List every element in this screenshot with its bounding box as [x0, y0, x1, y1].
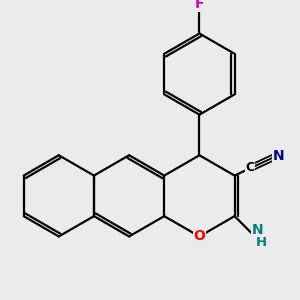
Text: O: O: [194, 230, 205, 243]
Text: F: F: [195, 0, 204, 11]
Text: H: H: [256, 236, 267, 249]
Text: N: N: [273, 149, 285, 163]
Text: C: C: [245, 161, 255, 174]
Text: N: N: [252, 224, 263, 237]
